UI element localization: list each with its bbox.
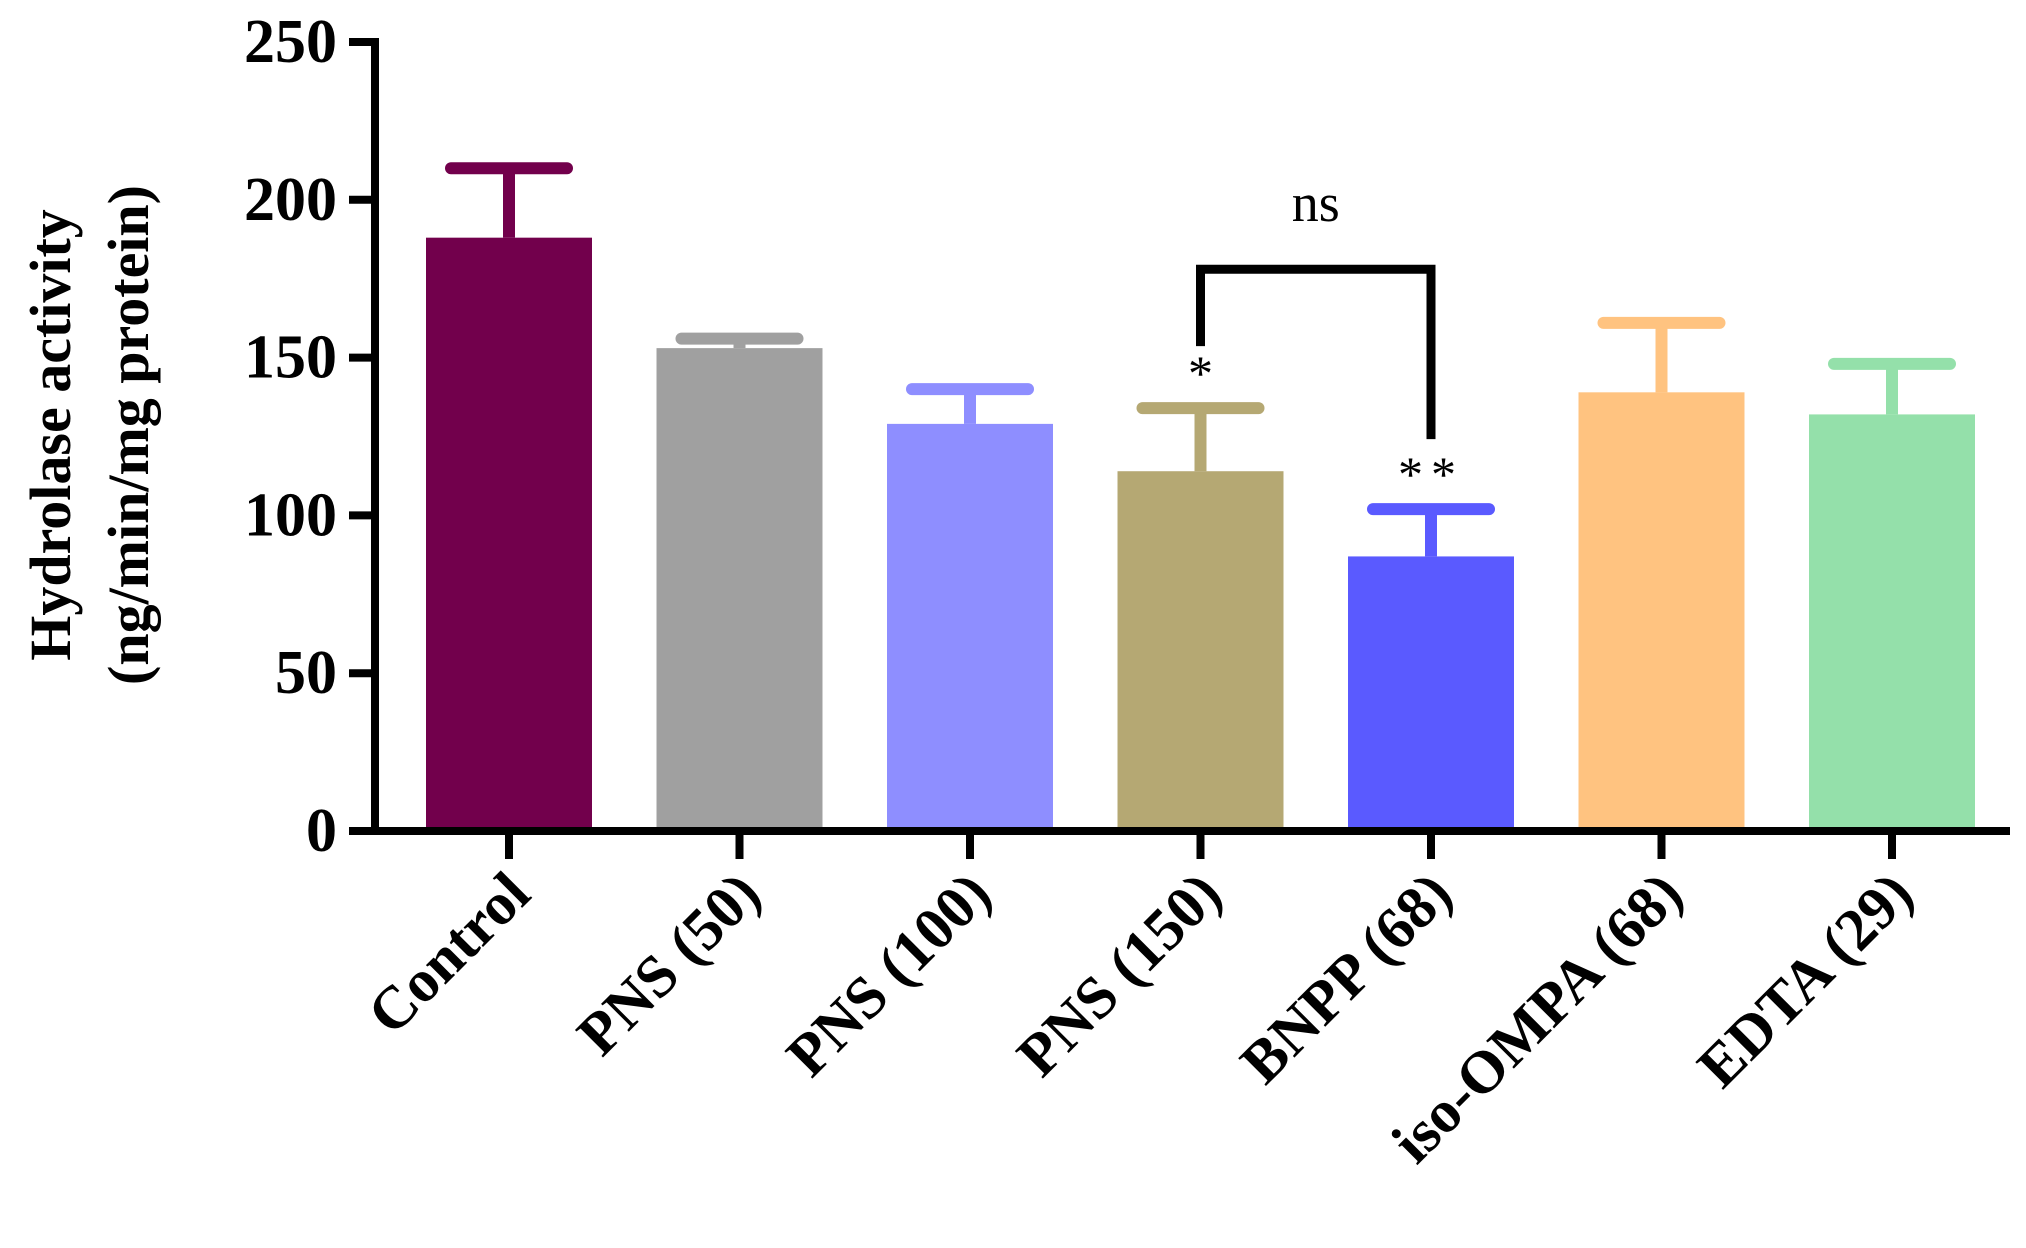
comparison-label: ns [1292, 173, 1340, 233]
bar-3 [1117, 471, 1284, 831]
bar-6 [1809, 414, 1975, 831]
x-ticks: Control PNS (50) PNS (100) PNS (150)BNPP (6… [355, 831, 1925, 1175]
bar-0 [426, 237, 592, 831]
error-bars [445, 162, 1956, 557]
significance-label-3: * [1188, 345, 1213, 401]
annotations: ***ns [1188, 173, 1464, 502]
bar-5 [1578, 392, 1745, 831]
bar-2 [887, 423, 1053, 831]
category-label-1: PNS (50) [565, 860, 773, 1068]
y-tick-label-1: 50 [275, 639, 337, 707]
y-tick-label-0: 0 [306, 797, 337, 865]
y-ticks: 0 50 100 150 200 250 [244, 8, 375, 865]
y-axis-title-line-2: (ng/min/mg protein) [96, 185, 161, 685]
category-label-3: PNS (150) [1004, 860, 1233, 1089]
y-tick-label-5: 250 [244, 8, 337, 76]
category-label-2: PNS (100) [774, 860, 1003, 1089]
bar-4 [1348, 556, 1514, 831]
axes [371, 38, 2010, 835]
y-tick-label-4: 200 [244, 166, 337, 234]
comparison-bracket [1196, 264, 1436, 440]
significance-label-4: ** [1398, 446, 1464, 502]
y-tick-label-2: 100 [244, 481, 337, 549]
category-label-4: BNPP (68) [1228, 860, 1464, 1096]
category-label-0: Control [355, 860, 542, 1047]
bar-1 [656, 348, 823, 831]
y-axis-title: Hydrolase activity (ng/min/mg protein) [18, 185, 161, 685]
y-axis-title-line-1: Hydrolase activity [18, 209, 83, 661]
category-label-6: EDTA (29) [1685, 860, 1925, 1100]
bars [426, 237, 1975, 831]
y-tick-label-3: 150 [244, 324, 337, 392]
